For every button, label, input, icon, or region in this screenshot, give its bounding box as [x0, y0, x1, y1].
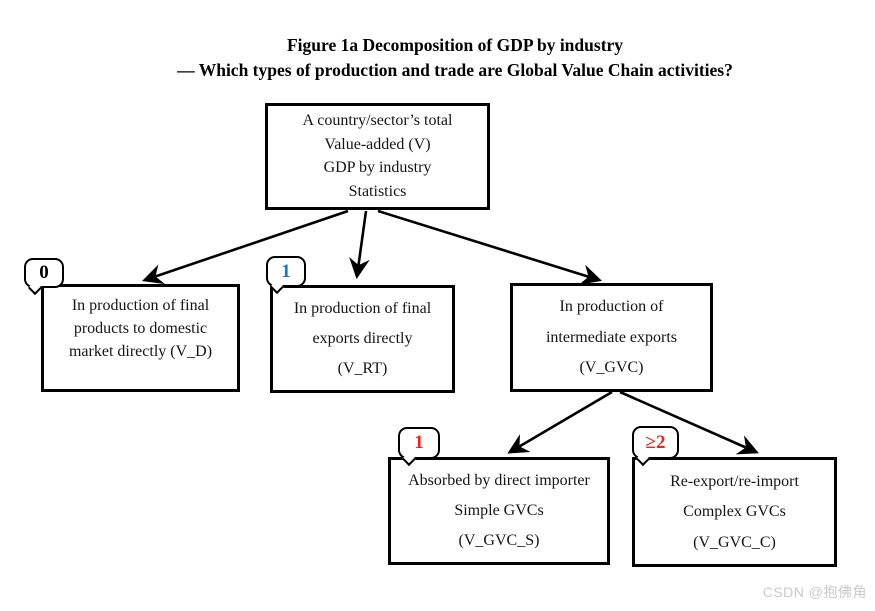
node-text-line: Complex GVCs: [683, 503, 786, 520]
badge-value: 1: [414, 432, 424, 453]
badge-one-border-crossing-red: 1: [398, 427, 440, 459]
arrow-root-to-vrt: [349, 210, 370, 280]
node-total-value-added: A country/sector’s total Value-added (V)…: [265, 103, 490, 210]
node-text-line: exports directly: [312, 330, 413, 347]
node-simple-gvcs: Absorbed by direct importer Simple GVCs …: [388, 457, 610, 565]
badge-two-or-more-border-crossings: ≥2: [632, 426, 679, 459]
node-text-line: Statistics: [348, 183, 407, 201]
node-text-line: GDP by industry: [323, 159, 432, 177]
node-text-line: In production of: [559, 298, 664, 316]
node-text-line: A country/sector’s total: [302, 111, 453, 129]
arrow-root-to-vd: [142, 209, 349, 285]
arrow-vgvc-to-complex: [619, 390, 759, 455]
node-intermediate-exports-vgvc: In production of intermediate exports (V…: [510, 283, 713, 392]
node-text-line: Simple GVCs: [454, 502, 544, 519]
arrow-root-to-vgvc: [377, 209, 602, 285]
node-text-line: products to domestic: [73, 320, 208, 337]
node-text-line: Value-added (V): [324, 135, 431, 153]
csdn-watermark: CSDN @抱佛角: [762, 584, 867, 600]
node-text-line: Absorbed by direct importer: [408, 472, 590, 489]
node-complex-gvcs: Re-export/re-import Complex GVCs (V_GVC_…: [632, 457, 837, 567]
badge-one-border-crossing-blue: 1: [266, 256, 306, 287]
figure-title-line1: Figure 1a Decomposition of GDP by indust…: [286, 35, 624, 55]
node-text-line: In production of final: [71, 297, 210, 314]
node-text-line: (V_GVC_S): [458, 532, 540, 549]
node-text-line: In production of final: [293, 300, 432, 317]
figure-title-line2: — Which types of production and trade ar…: [177, 60, 733, 80]
node-domestic-final-vd: In production of final products to domes…: [41, 284, 240, 392]
arrow-vgvc-to-simple: [507, 390, 613, 454]
node-text-line: Re-export/re-import: [670, 472, 799, 490]
node-text-line: intermediate exports: [545, 328, 678, 346]
badge-value: 1: [281, 260, 291, 282]
node-text-line: (V_GVC_C): [693, 533, 776, 551]
badge-value: 0: [39, 262, 49, 283]
node-final-exports-vrt: In production of final exports directly …: [270, 285, 455, 393]
node-text-line: (V_RT): [337, 360, 388, 377]
figure-title: Figure 1a Decomposition of GDP by indust…: [35, 33, 875, 83]
badge-value: ≥2: [645, 431, 666, 453]
node-text-line: market directly (V_D): [68, 343, 213, 360]
node-text-line: (V_GVC): [579, 358, 644, 376]
badge-zero-border-crossings: 0: [24, 258, 64, 288]
